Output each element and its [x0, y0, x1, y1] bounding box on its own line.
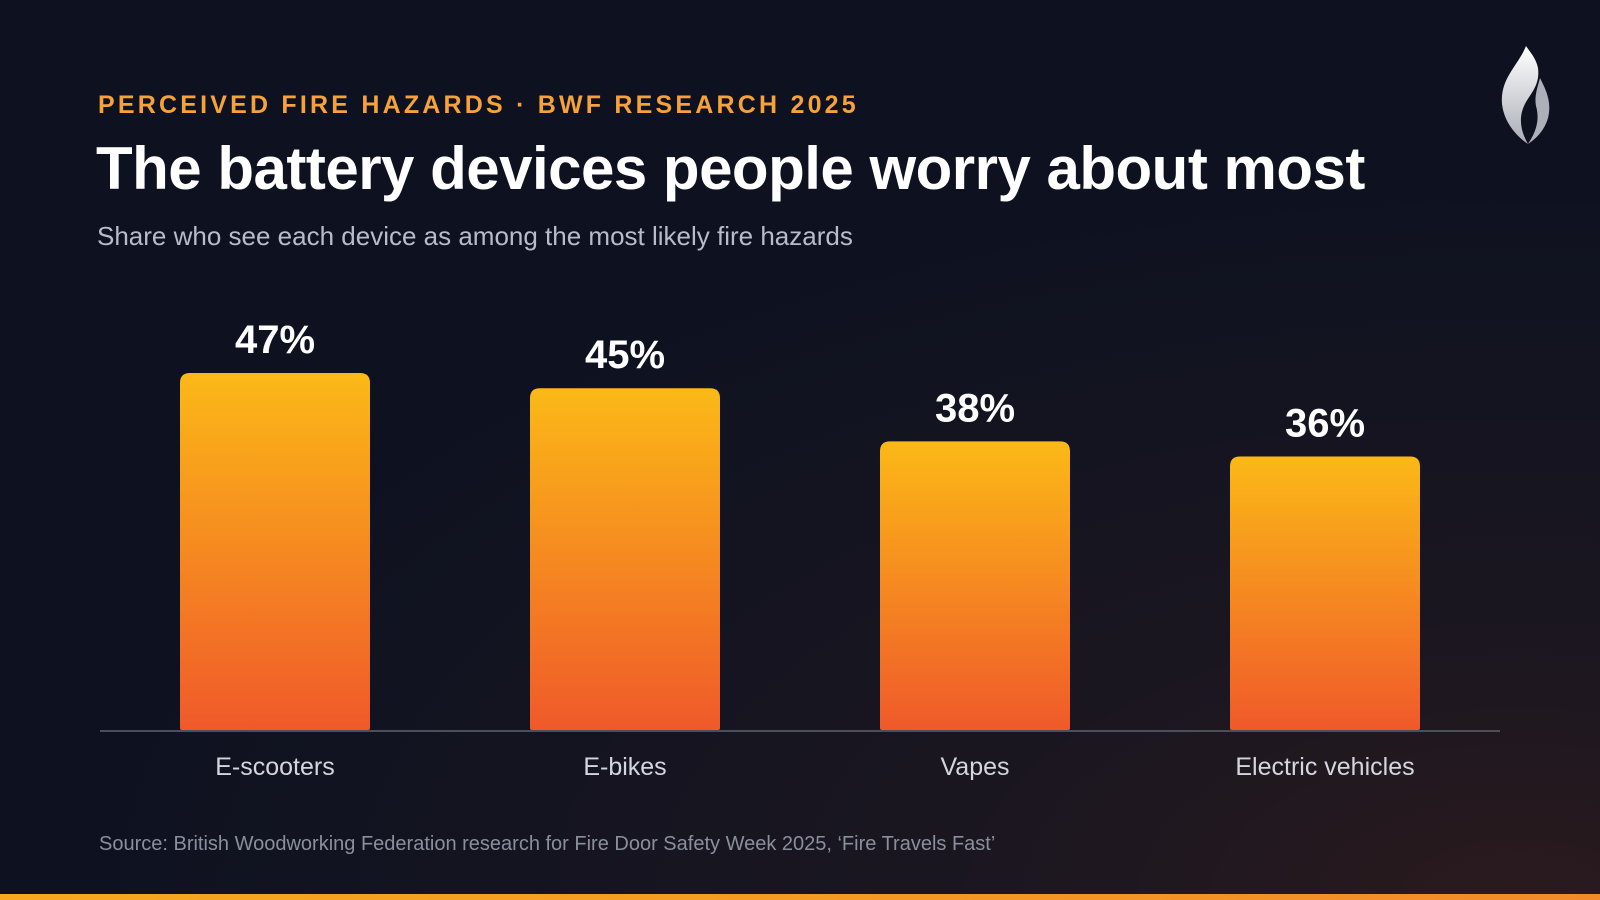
category-label: Vapes [940, 753, 1009, 781]
bar-e-bikes [530, 388, 720, 730]
category-label: E-bikes [583, 753, 666, 781]
source-note: Source: British Woodworking Federation r… [99, 833, 996, 855]
chart-kicker: PERCEIVED FIRE HAZARDS · BWF RESEARCH 20… [98, 91, 859, 119]
data-label: 45% [585, 333, 665, 377]
data-label: 36% [1285, 402, 1365, 446]
bottom-accent-bar [0, 894, 1600, 900]
bar-vapes [880, 441, 1070, 730]
flame-icon [1501, 46, 1550, 144]
bar-electric-vehicles [1230, 456, 1420, 730]
chart-title: The battery devices people worry about m… [96, 135, 1365, 202]
category-label: E-scooters [215, 753, 334, 781]
category-label: Electric vehicles [1235, 753, 1414, 781]
data-label: 38% [935, 386, 1015, 430]
bar-e-scooters [180, 373, 370, 730]
chart-subtitle: Share who see each device as among the m… [97, 221, 853, 251]
data-label: 47% [235, 318, 315, 362]
